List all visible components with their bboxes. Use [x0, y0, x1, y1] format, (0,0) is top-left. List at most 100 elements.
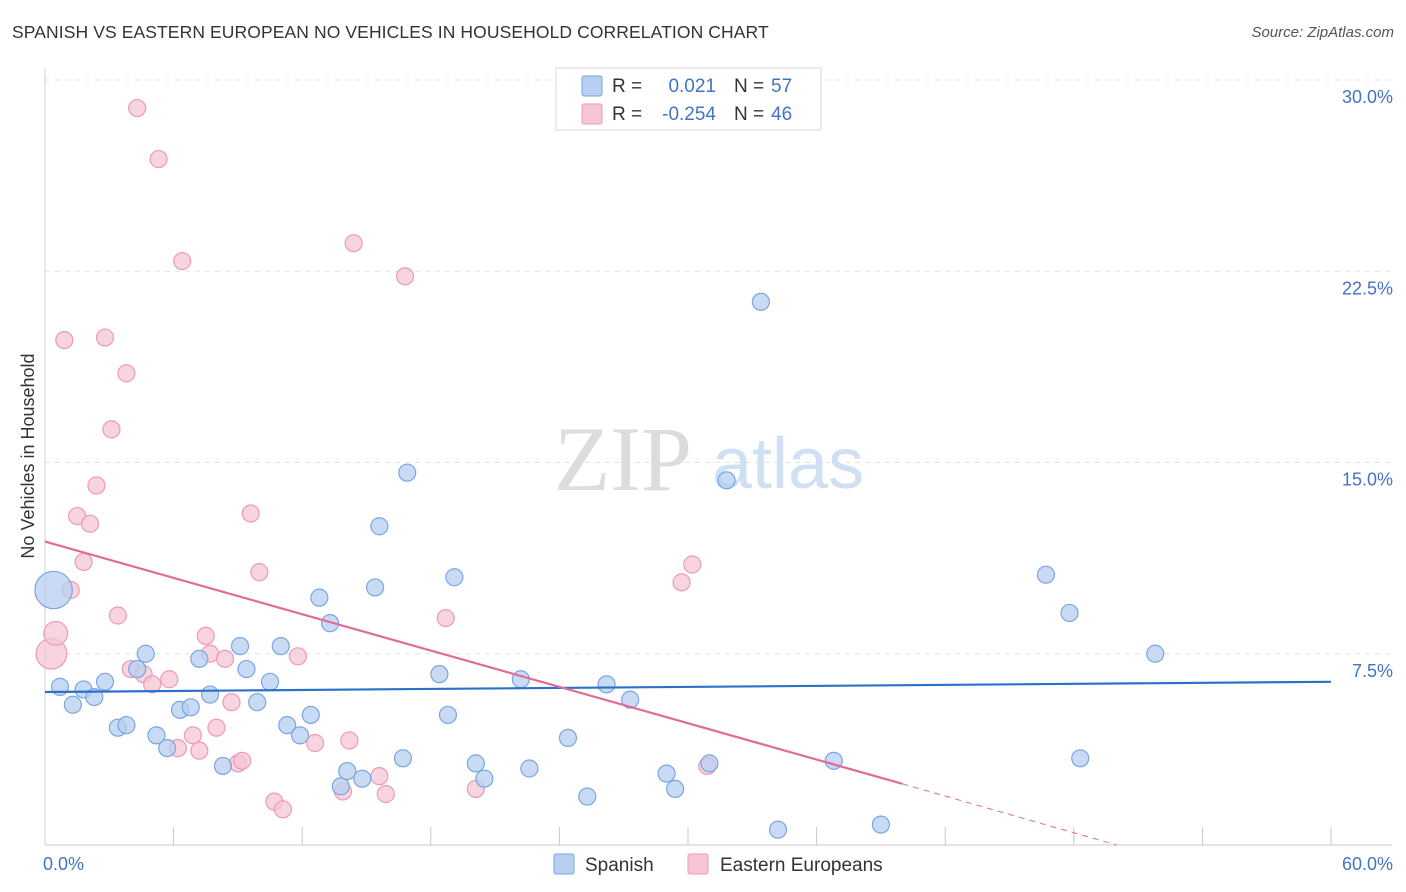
y-tick-labels: 7.5% 15.0% 22.5% 30.0%: [1342, 87, 1393, 681]
spanish-point: [1036, 565, 1056, 584]
legend-r-label-spanish: R =: [612, 76, 642, 97]
eastern-europeans-point: [288, 647, 308, 666]
eastern-europeans-point: [87, 476, 106, 495]
spanish-point: [200, 685, 220, 704]
legend-r-value-spanish: 0.021: [668, 76, 716, 97]
legend-n-label-eastern: N =: [734, 104, 764, 125]
correlation-legend: R = 0.021 N = 57 R = -0.254 N = 46: [555, 67, 822, 131]
series-legend-label-eastern: Eastern Europeans: [720, 855, 883, 876]
spanish-point: [365, 578, 385, 597]
eastern-europeans-point: [108, 606, 127, 625]
source-credit: Source: ZipAtlas.com: [1251, 24, 1394, 41]
eastern-europeans-point: [190, 741, 209, 760]
spanish-point: [85, 687, 104, 707]
spanish-point: [657, 764, 676, 783]
series-legend-label-spanish: Spanish: [585, 855, 654, 876]
spanish-point: [768, 820, 788, 839]
spanish-point: [237, 659, 256, 679]
eastern-europeans-point: [672, 573, 691, 592]
spanish-point: [63, 695, 82, 714]
legend-swatch-eastern: [581, 103, 603, 125]
spanish-point: [666, 779, 685, 799]
spanish-point: [1146, 644, 1165, 663]
axes: [44, 68, 1392, 846]
spanish-point: [117, 716, 136, 735]
eastern-europeans-point: [436, 608, 455, 628]
spanish-point: [331, 777, 350, 796]
legend-n-value-eastern: 46: [771, 104, 792, 125]
eastern-europeans-point: [340, 731, 359, 750]
eastern-europeans-point: [376, 784, 395, 804]
chart-title: SPANISH VS EASTERN EUROPEAN NO VEHICLES …: [12, 22, 769, 42]
spanish-point: [717, 471, 736, 490]
spanish-point: [136, 644, 155, 663]
eastern-europeans-point: [273, 800, 293, 819]
spanish-point: [310, 588, 329, 607]
spanish-point: [751, 292, 770, 311]
spanish-point: [338, 761, 357, 781]
eastern-europeans-point: [173, 251, 192, 271]
y-tick-label: 15.0%: [1342, 470, 1393, 490]
spanish-point: [1060, 603, 1079, 623]
spanish-points: [34, 292, 1165, 839]
eastern-europeans-point: [102, 420, 121, 439]
spanish-point: [248, 693, 267, 712]
spanish-point: [260, 672, 280, 691]
spanish-point: [438, 705, 458, 725]
spanish-point: [278, 716, 297, 735]
y-tick-label: 7.5%: [1352, 661, 1393, 681]
spanish-point: [213, 756, 232, 776]
eastern-europeans-point: [207, 718, 226, 737]
series-legend-swatch-spanish: [553, 853, 575, 875]
spanish-point: [466, 754, 485, 773]
eastern-europeans-point: [143, 675, 162, 694]
spanish-point: [430, 665, 449, 684]
gridlines: [45, 79, 1392, 655]
legend-r-label-eastern: R =: [612, 104, 642, 125]
eastern-europeans-point: [55, 331, 74, 350]
eastern-europeans-point: [683, 555, 702, 574]
eastern-europeans-point: [80, 514, 100, 533]
spanish-point: [370, 517, 389, 536]
spanish-point: [700, 754, 719, 773]
eastern-europeans-point: [149, 149, 168, 169]
spanish-point: [621, 690, 640, 709]
x-tick-label: 0.0%: [43, 854, 84, 874]
eastern-europeans-point: [241, 504, 260, 523]
spanish-point: [190, 649, 209, 668]
eastern-europeans-point: [233, 751, 252, 770]
spanish-point: [147, 726, 166, 745]
spanish-point: [1071, 749, 1090, 768]
eastern-europeans-point: [128, 98, 147, 118]
eastern-europeans-point: [74, 552, 93, 572]
eastern-europeans-point: [344, 234, 363, 253]
legend-n-value-spanish: 57: [771, 76, 792, 97]
spanish-point: [597, 675, 616, 694]
series-legend: Spanish Eastern Europeans: [553, 853, 883, 876]
spanish-point: [578, 787, 597, 806]
eastern-europeans-point: [370, 767, 389, 786]
spanish-point: [398, 463, 417, 482]
spanish-point: [181, 698, 200, 717]
spanish-point: [301, 705, 320, 725]
eastern-europeans-point: [183, 726, 202, 745]
x-tick-label: 60.0%: [1342, 854, 1393, 874]
spanish-point: [520, 759, 539, 778]
eastern-europeans-point: [215, 649, 235, 668]
y-axis-title: No Vehicles in Household: [18, 353, 38, 558]
spanish-point: [353, 769, 372, 788]
y-tick-label: 22.5%: [1342, 278, 1393, 298]
eastern-europeans-point: [196, 626, 215, 646]
spanish-point: [158, 738, 177, 758]
eastern-europeans-point: [222, 693, 241, 712]
legend-swatch-spanish: [581, 75, 603, 97]
eastern-europeans-point: [160, 670, 179, 689]
legend-n-label-spanish: N =: [734, 76, 764, 97]
spanish-point: [558, 728, 578, 748]
eastern-europeans-point: [117, 364, 136, 383]
watermark-zip: ZIP: [554, 408, 692, 510]
spanish-point: [475, 769, 494, 788]
spanish-point: [95, 672, 115, 691]
spanish-point: [445, 568, 464, 587]
